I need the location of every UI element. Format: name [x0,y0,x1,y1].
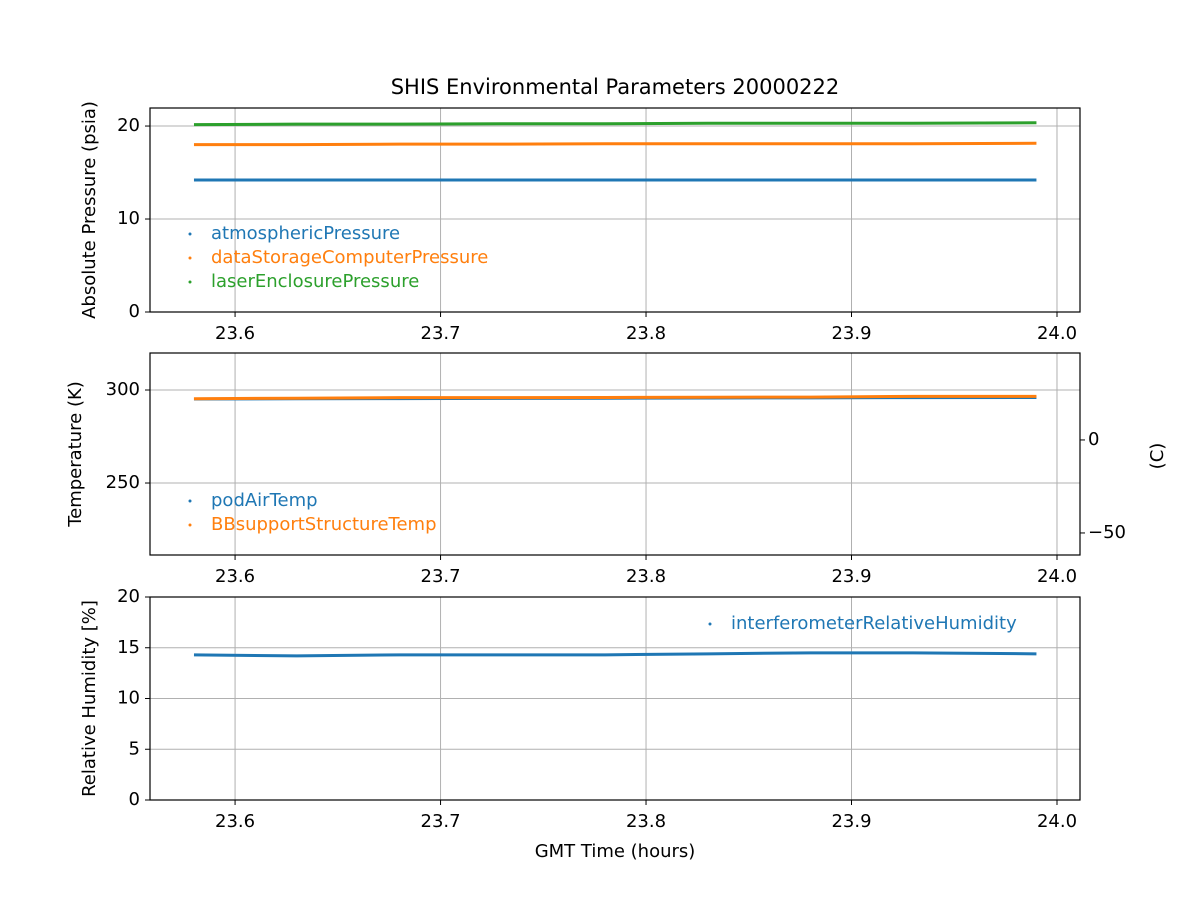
x-tick-label: 23.9 [831,811,871,832]
legend-marker [188,280,192,284]
legend-marker [708,622,712,626]
plot-frame [149,352,1081,556]
x-tick-label: 24.0 [1037,811,1077,832]
series-line [193,651,1037,658]
legend-marker [188,523,192,527]
legend-label: podAirTemp [211,490,318,511]
x-tick-label: 23.6 [215,566,255,587]
y-tick-label: 20 [117,115,140,136]
legend-marker [188,256,192,260]
x-tick-label: 23.8 [626,566,666,587]
y2-tick-label: 0 [1088,429,1099,450]
x-tick-label: 23.8 [626,811,666,832]
y-tick-label: 250 [106,472,140,493]
y2-tick-label: −50 [1088,522,1126,543]
legend-label: laserEnclosurePressure [211,271,419,292]
y-tick-label: 0 [129,301,140,322]
y-tick-label: 10 [117,688,140,709]
legend-label: dataStorageComputerPressure [211,247,488,268]
plot-frame [149,596,1081,801]
legend-label: BBsupportStructureTemp [211,514,437,535]
x-tick-label: 23.7 [421,811,461,832]
series-line [193,141,1037,147]
y-tick-label: 0 [129,789,140,810]
chart-title: SHIS Environmental Parameters 20000222 [391,75,840,99]
y-axis-label: Temperature (K) [65,381,86,528]
y2-axis-label: (C) [1147,443,1168,470]
y-tick-label: 15 [117,637,140,658]
x-tick-label: 24.0 [1037,323,1077,344]
y-tick-label: 20 [117,586,140,607]
x-tick-label: 23.6 [215,323,255,344]
x-tick-label: 23.7 [421,566,461,587]
y-tick-label: 300 [106,379,140,400]
legend-marker [188,499,192,503]
x-tick-label: 23.9 [831,566,871,587]
plot-frame [149,107,1081,313]
x-tick-label: 23.6 [215,811,255,832]
y-axis-label: Relative Humidity [%] [79,600,100,797]
y-axis-label: Absolute Pressure (psia) [79,101,100,319]
x-tick-label: 24.0 [1037,566,1077,587]
y-tick-label: 10 [117,208,140,229]
legend-label: atmosphericPressure [211,223,400,244]
y-tick-label: 5 [129,738,140,759]
legend-marker [188,232,192,236]
x-tick-label: 23.9 [831,323,871,344]
x-tick-label: 23.8 [626,323,666,344]
series-line [193,121,1037,127]
legend-label: interferometerRelativeHumidity [731,613,1017,634]
x-tick-label: 23.7 [421,323,461,344]
series-line [193,394,1037,401]
x-axis-label: GMT Time (hours) [535,841,696,862]
